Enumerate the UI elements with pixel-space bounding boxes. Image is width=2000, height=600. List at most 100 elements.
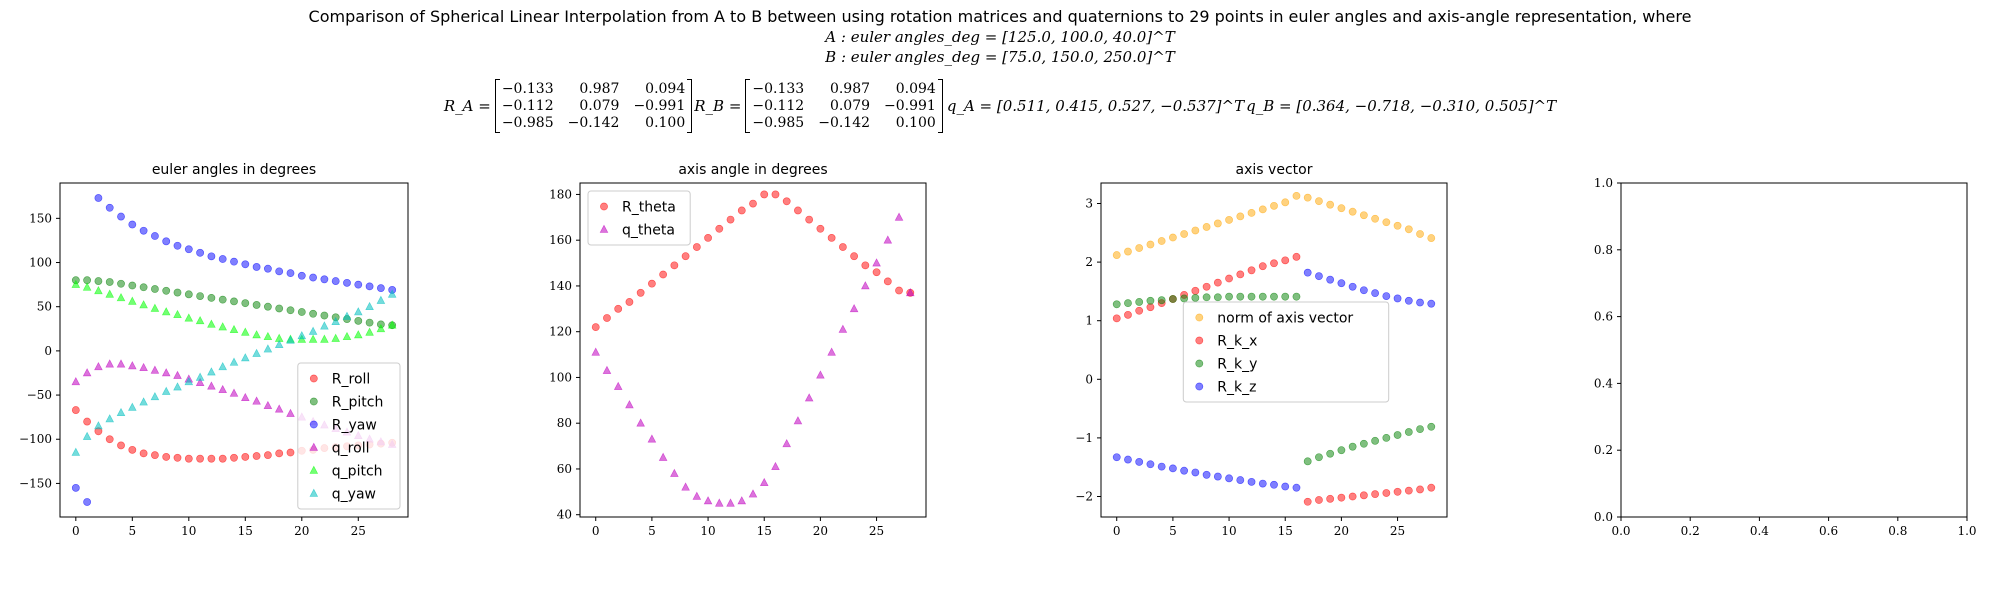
data-point [343, 278, 351, 287]
y-tick-label: 1 [1085, 314, 1093, 328]
data-point [1404, 428, 1413, 436]
legend-box [297, 362, 401, 510]
data-point [1236, 212, 1245, 221]
data-point [331, 333, 340, 342]
data-point [1202, 470, 1211, 479]
legend-marker [1195, 382, 1204, 391]
data-point [1359, 491, 1368, 500]
data-point [1393, 487, 1402, 496]
data-point [1146, 240, 1155, 249]
y-tick-label: 0 [44, 344, 52, 358]
data-point [286, 408, 295, 417]
data-point [71, 447, 81, 456]
data-point [1326, 449, 1335, 458]
data-point [1157, 296, 1166, 305]
data-point [816, 370, 825, 379]
data-point [1157, 237, 1166, 245]
data-point [1292, 191, 1301, 200]
data-point [71, 483, 80, 492]
data-point [195, 372, 205, 381]
data-point [331, 277, 340, 285]
legend-marker [309, 374, 318, 383]
data-point [883, 277, 892, 286]
data-point [365, 327, 374, 336]
data-point [1236, 292, 1245, 301]
y-tick-label: 120 [549, 325, 572, 339]
y-tick-label: 80 [557, 416, 572, 430]
data-point [1315, 197, 1323, 206]
data-point [230, 257, 238, 266]
data-point [737, 206, 746, 215]
data-point [207, 293, 216, 302]
data-point [1303, 497, 1312, 506]
x-tick-label: 5 [1169, 524, 1177, 538]
data-point [1247, 477, 1256, 486]
legend: R_roll R_pitch R_yaw q_roll q_pitch q_yaw [297, 362, 401, 510]
plot-frame [1620, 182, 1968, 518]
data-point [1124, 310, 1132, 319]
data-point [117, 279, 125, 288]
data-point [184, 376, 194, 386]
legend-marker [309, 488, 319, 497]
data-point [139, 226, 148, 235]
matrix-cell: −0.985 [752, 115, 805, 131]
data-point [263, 451, 272, 460]
x-tick-label: 10 [700, 524, 715, 538]
data-point [229, 324, 239, 333]
data-point [309, 273, 317, 282]
data-point [161, 386, 171, 395]
data-point [83, 417, 92, 426]
y-tick-label: 1.0 [1594, 176, 1613, 190]
x-tick-label: 5 [648, 524, 656, 538]
data-point [681, 252, 690, 261]
data-point [105, 203, 114, 212]
data-point [1348, 442, 1357, 451]
data-point [1348, 207, 1357, 216]
data-point [1270, 292, 1278, 301]
figure-header: Comparison of Spherical Linear Interpola… [0, 0, 2000, 140]
plot-frame [1100, 182, 1448, 518]
euler-b-line: B : euler angles_deg = [75.0, 150.0, 250… [825, 48, 1175, 66]
data-point [353, 330, 363, 339]
data-point [184, 245, 193, 254]
data-point [230, 297, 238, 306]
data-point [286, 306, 295, 315]
data-point [782, 438, 791, 448]
data-point [229, 357, 239, 366]
matrix-cell: −0.112 [501, 98, 554, 114]
data-point [376, 295, 386, 304]
data-point [838, 243, 847, 251]
data-point [218, 255, 227, 263]
data-point [229, 388, 239, 397]
data-point [1292, 252, 1301, 261]
data-point [1270, 480, 1278, 489]
data-point [184, 290, 193, 299]
series-q-yaw [71, 289, 397, 456]
matrix-cell: −0.133 [501, 81, 554, 97]
qb-text: q_B = [0.364, −0.718, −0.310, 0.505]^T [1246, 97, 1557, 115]
data-point [263, 302, 272, 311]
legend-label: R_theta [622, 200, 676, 216]
data-point [252, 452, 261, 460]
data-point [1258, 292, 1267, 301]
x-tick-label: 25 [351, 524, 366, 538]
data-point [1112, 251, 1121, 259]
data-point [1281, 198, 1290, 207]
data-point [1427, 299, 1436, 308]
x-tick-label: 10 [181, 524, 196, 538]
x-tick-label: 25 [869, 524, 884, 538]
data-point [1416, 230, 1424, 238]
x-tick-label: 0.0 [1611, 524, 1630, 538]
data-point [376, 323, 386, 333]
data-point [241, 353, 250, 362]
data-point [274, 339, 284, 348]
legend: norm of axis vector R_k_x R_k_y R_k_z [1182, 301, 1390, 403]
data-point [297, 308, 306, 316]
y-tick-label: 3 [1085, 197, 1093, 211]
data-point [647, 279, 656, 288]
data-point [275, 304, 284, 313]
y-tick-label: 0.0 [1594, 510, 1613, 524]
data-point [354, 316, 363, 325]
data-point [263, 264, 272, 273]
data-point [1135, 306, 1144, 315]
